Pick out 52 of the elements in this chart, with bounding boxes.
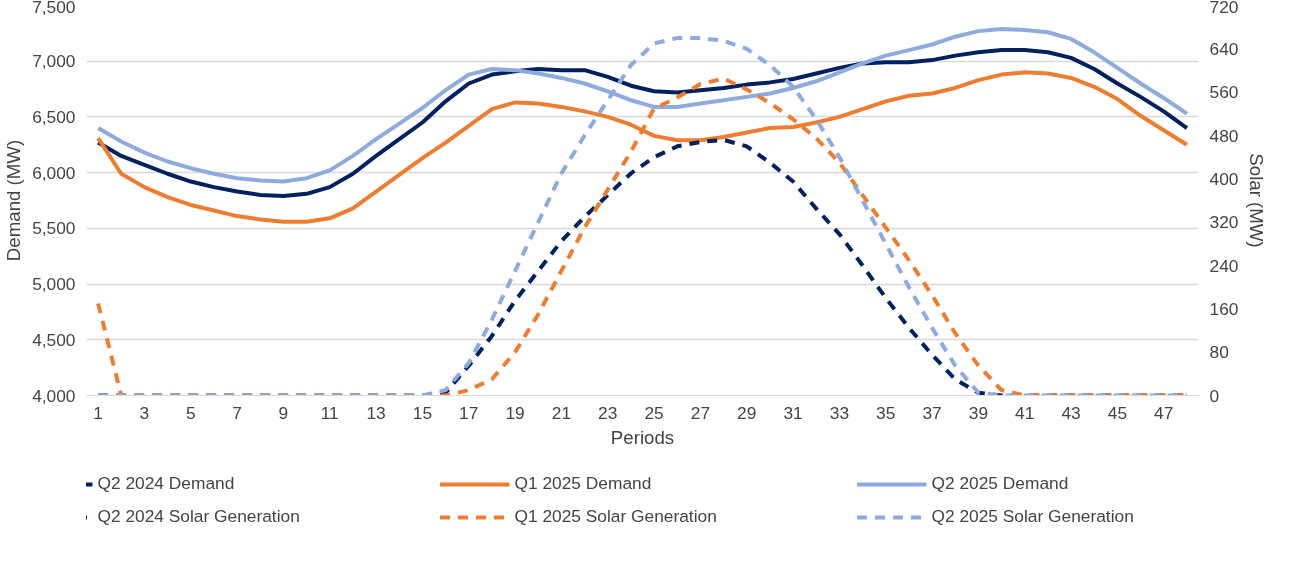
- y2-tick-label: 400: [1209, 168, 1239, 189]
- y-tick-label: 7,500: [32, 0, 76, 17]
- legend-label: Q1 2025 Demand: [514, 473, 653, 494]
- y-tick-label: 7,000: [32, 51, 76, 72]
- x-tick-label: 21: [551, 402, 572, 423]
- y-axis-title: Demand (MW): [3, 139, 25, 262]
- y2-tick-label: 320: [1209, 212, 1239, 233]
- x-tick-label: 11: [320, 402, 339, 423]
- legend-label: Q2 2024 Solar Generation: [97, 506, 301, 527]
- legend-label: Q2 2025 Solar Generation: [931, 506, 1135, 527]
- x-tick-label: 45: [1107, 402, 1128, 423]
- x-tick-label: 29: [737, 402, 757, 423]
- x-tick-label: 37: [922, 402, 942, 423]
- y2-axis-title: Solar (MW): [1246, 153, 1268, 248]
- x-tick-label: 13: [366, 402, 386, 423]
- x-tick-label: 3: [139, 402, 150, 423]
- y2-tick-label: 160: [1209, 298, 1239, 319]
- x-tick-label: 7: [232, 402, 242, 423]
- y-tick-label: 5,500: [32, 218, 76, 239]
- x-tick-label: 25: [644, 402, 664, 423]
- y-tick-label: 6,000: [32, 162, 76, 183]
- x-tick-label: 17: [459, 402, 479, 423]
- y2-tick-label: 640: [1209, 38, 1239, 59]
- x-axis-title: Periods: [610, 426, 675, 448]
- x-tick-label: 39: [968, 402, 989, 423]
- x-tick-label: 15: [412, 402, 433, 423]
- x-tick-label: 43: [1061, 402, 1081, 423]
- legend-label: Q2 2024 Demand: [97, 473, 236, 494]
- legend-label: Q1 2025 Solar Generation: [514, 506, 718, 527]
- y-tick-label: 5,000: [32, 274, 76, 295]
- y2-tick-label: 480: [1209, 125, 1239, 146]
- x-tick-label: 41: [1015, 402, 1035, 423]
- x-tick-label: 27: [690, 402, 711, 423]
- y2-tick-label: 80: [1209, 342, 1229, 363]
- y-tick-label: 4,000: [32, 385, 76, 406]
- legend-label: Q2 2025 Demand: [931, 473, 1070, 494]
- x-tick-label: 23: [598, 402, 618, 423]
- y2-tick-label: 560: [1209, 82, 1239, 103]
- x-tick-label: 31: [783, 402, 803, 423]
- y2-tick-label: 0: [1209, 385, 1220, 406]
- y2-tick-label: 240: [1209, 255, 1239, 276]
- x-tick-label: 1: [93, 402, 103, 423]
- line-series: [96, 48, 1189, 199]
- y-tick-label: 6,500: [32, 106, 76, 127]
- x-tick-label: 5: [185, 402, 196, 423]
- x-tick-label: 9: [278, 402, 289, 423]
- x-tick-label: 33: [829, 402, 850, 423]
- y-tick-label: 4,500: [32, 329, 76, 350]
- y2-tick-label: 720: [1209, 0, 1239, 17]
- x-tick-label: 47: [1154, 402, 1174, 423]
- x-tick-label: 19: [505, 402, 525, 423]
- x-tick-label: 35: [876, 402, 896, 423]
